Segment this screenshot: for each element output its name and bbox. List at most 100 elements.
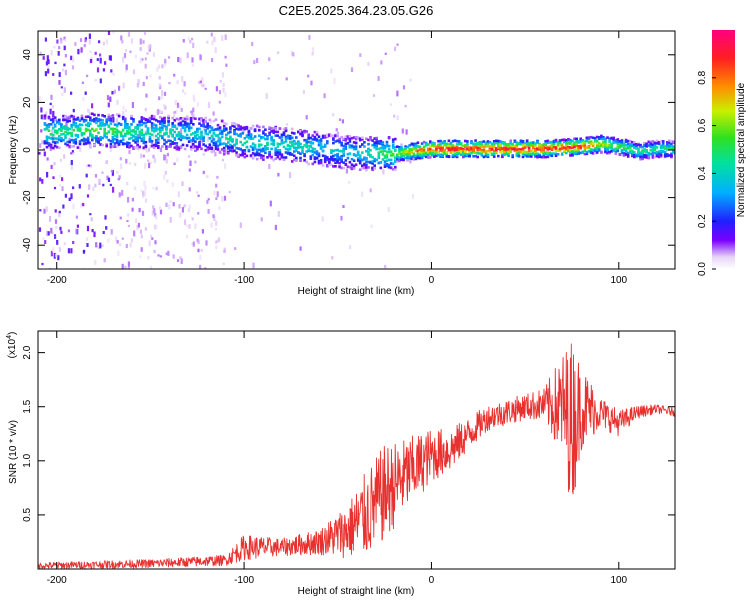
ridge-cell: [571, 143, 574, 146]
noise-cell: [53, 234, 57, 237]
ridge-cell: [295, 142, 298, 145]
ridge-cell: [216, 128, 220, 131]
ridge-cell: [270, 135, 273, 139]
ridge-cell: [303, 131, 306, 134]
ridge-cell: [389, 154, 393, 157]
ridge-cell: [231, 122, 234, 126]
ridge-cell: [117, 142, 121, 146]
ridge-cell: [608, 150, 611, 154]
ridge-cell: [313, 138, 317, 141]
ridge-cell: [637, 154, 640, 157]
ridge-cell: [99, 143, 102, 146]
noise-cell: [219, 80, 222, 83]
noise-cell: [176, 157, 179, 162]
ridge-cell: [519, 148, 523, 151]
noise-cell: [55, 226, 58, 230]
ridge-cell: [492, 149, 496, 152]
ridge-cell: [62, 114, 65, 118]
ridge-cell: [56, 145, 59, 149]
ridge-cell: [633, 151, 636, 154]
ridge-cell: [391, 152, 395, 156]
ridge-cell: [249, 145, 253, 148]
ridge-cell: [637, 149, 640, 153]
ridge-cell: [183, 126, 187, 129]
ridge-cell: [350, 136, 354, 140]
ridge-cell: [429, 148, 432, 151]
noise-cell: [164, 58, 167, 65]
noise-cell: [158, 64, 161, 69]
x-tick-label: -100: [234, 575, 254, 586]
ridge-cell: [653, 146, 657, 149]
ridge-cell: [418, 148, 422, 151]
ridge-cell: [286, 149, 290, 153]
ridge-cell: [126, 132, 129, 135]
ridge-cell: [563, 148, 566, 152]
ridge-cell: [301, 130, 304, 134]
ridge-cell: [245, 135, 249, 138]
ridge-cell: [346, 142, 350, 145]
ridge-cell: [661, 140, 665, 143]
ridge-cell: [583, 141, 587, 145]
ridge-cell: [573, 145, 576, 149]
ridge-cell: [391, 144, 395, 148]
ridge-cell: [264, 137, 267, 141]
ridge-cell: [569, 148, 572, 152]
noise-cell: [44, 71, 47, 77]
ridge-cell: [319, 161, 323, 164]
ridge-cell: [575, 150, 578, 154]
noise-cell: [147, 44, 150, 51]
ridge-cell: [342, 144, 345, 148]
ridge-cell: [229, 143, 232, 147]
noise-cell: [149, 144, 152, 149]
ridge-cell: [637, 147, 640, 150]
noise-cell: [127, 32, 131, 37]
ridge-cell: [323, 160, 327, 164]
noise-cell: [253, 60, 256, 65]
noise-cell: [88, 184, 91, 190]
ridge-cell: [394, 146, 397, 149]
ridge-cell: [424, 144, 428, 147]
ridge-cell: [276, 142, 280, 146]
noise-cell: [156, 66, 159, 73]
ridge-cell: [663, 146, 667, 149]
ridge-cell: [338, 137, 341, 141]
ridge-cell: [185, 115, 189, 119]
ridge-cell: [150, 124, 154, 128]
noise-cell: [119, 193, 122, 196]
ridge-cell: [64, 134, 67, 137]
ridge-cell: [631, 153, 634, 156]
ridge-cell: [51, 133, 55, 137]
ridge-cell: [268, 131, 271, 135]
ridge-cell: [612, 140, 615, 144]
ridge-cell: [589, 142, 593, 145]
noise-cell: [85, 164, 88, 168]
ridge-cell: [515, 141, 519, 144]
noise-cell: [40, 107, 43, 113]
ridge-cell: [358, 137, 362, 140]
ridge-cell: [604, 148, 607, 151]
noise-cell: [321, 216, 324, 222]
noise-cell: [58, 211, 61, 218]
ridge-cell: [111, 145, 115, 148]
ridge-cell: [305, 130, 308, 133]
noise-cell: [134, 54, 137, 59]
ridge-cell: [70, 138, 73, 142]
ridge-cell: [587, 150, 591, 153]
ridge-cell: [354, 145, 358, 148]
ridge-cell: [76, 118, 80, 121]
noise-cell: [201, 138, 204, 143]
ridge-cell: [299, 159, 302, 162]
ridge-cell: [459, 143, 463, 146]
noise-cell: [102, 41, 105, 46]
noise-cell: [125, 70, 128, 73]
ridge-cell: [659, 146, 663, 149]
ridge-cell: [233, 125, 236, 128]
ridge-cell: [159, 134, 162, 138]
ridge-cell: [80, 132, 84, 135]
ridge-cell: [672, 140, 675, 144]
noise-cell: [72, 241, 75, 244]
noise-cell: [153, 249, 156, 254]
ridge-cell: [618, 140, 622, 143]
ridge-cell: [332, 165, 335, 168]
noise-cell: [292, 52, 295, 57]
